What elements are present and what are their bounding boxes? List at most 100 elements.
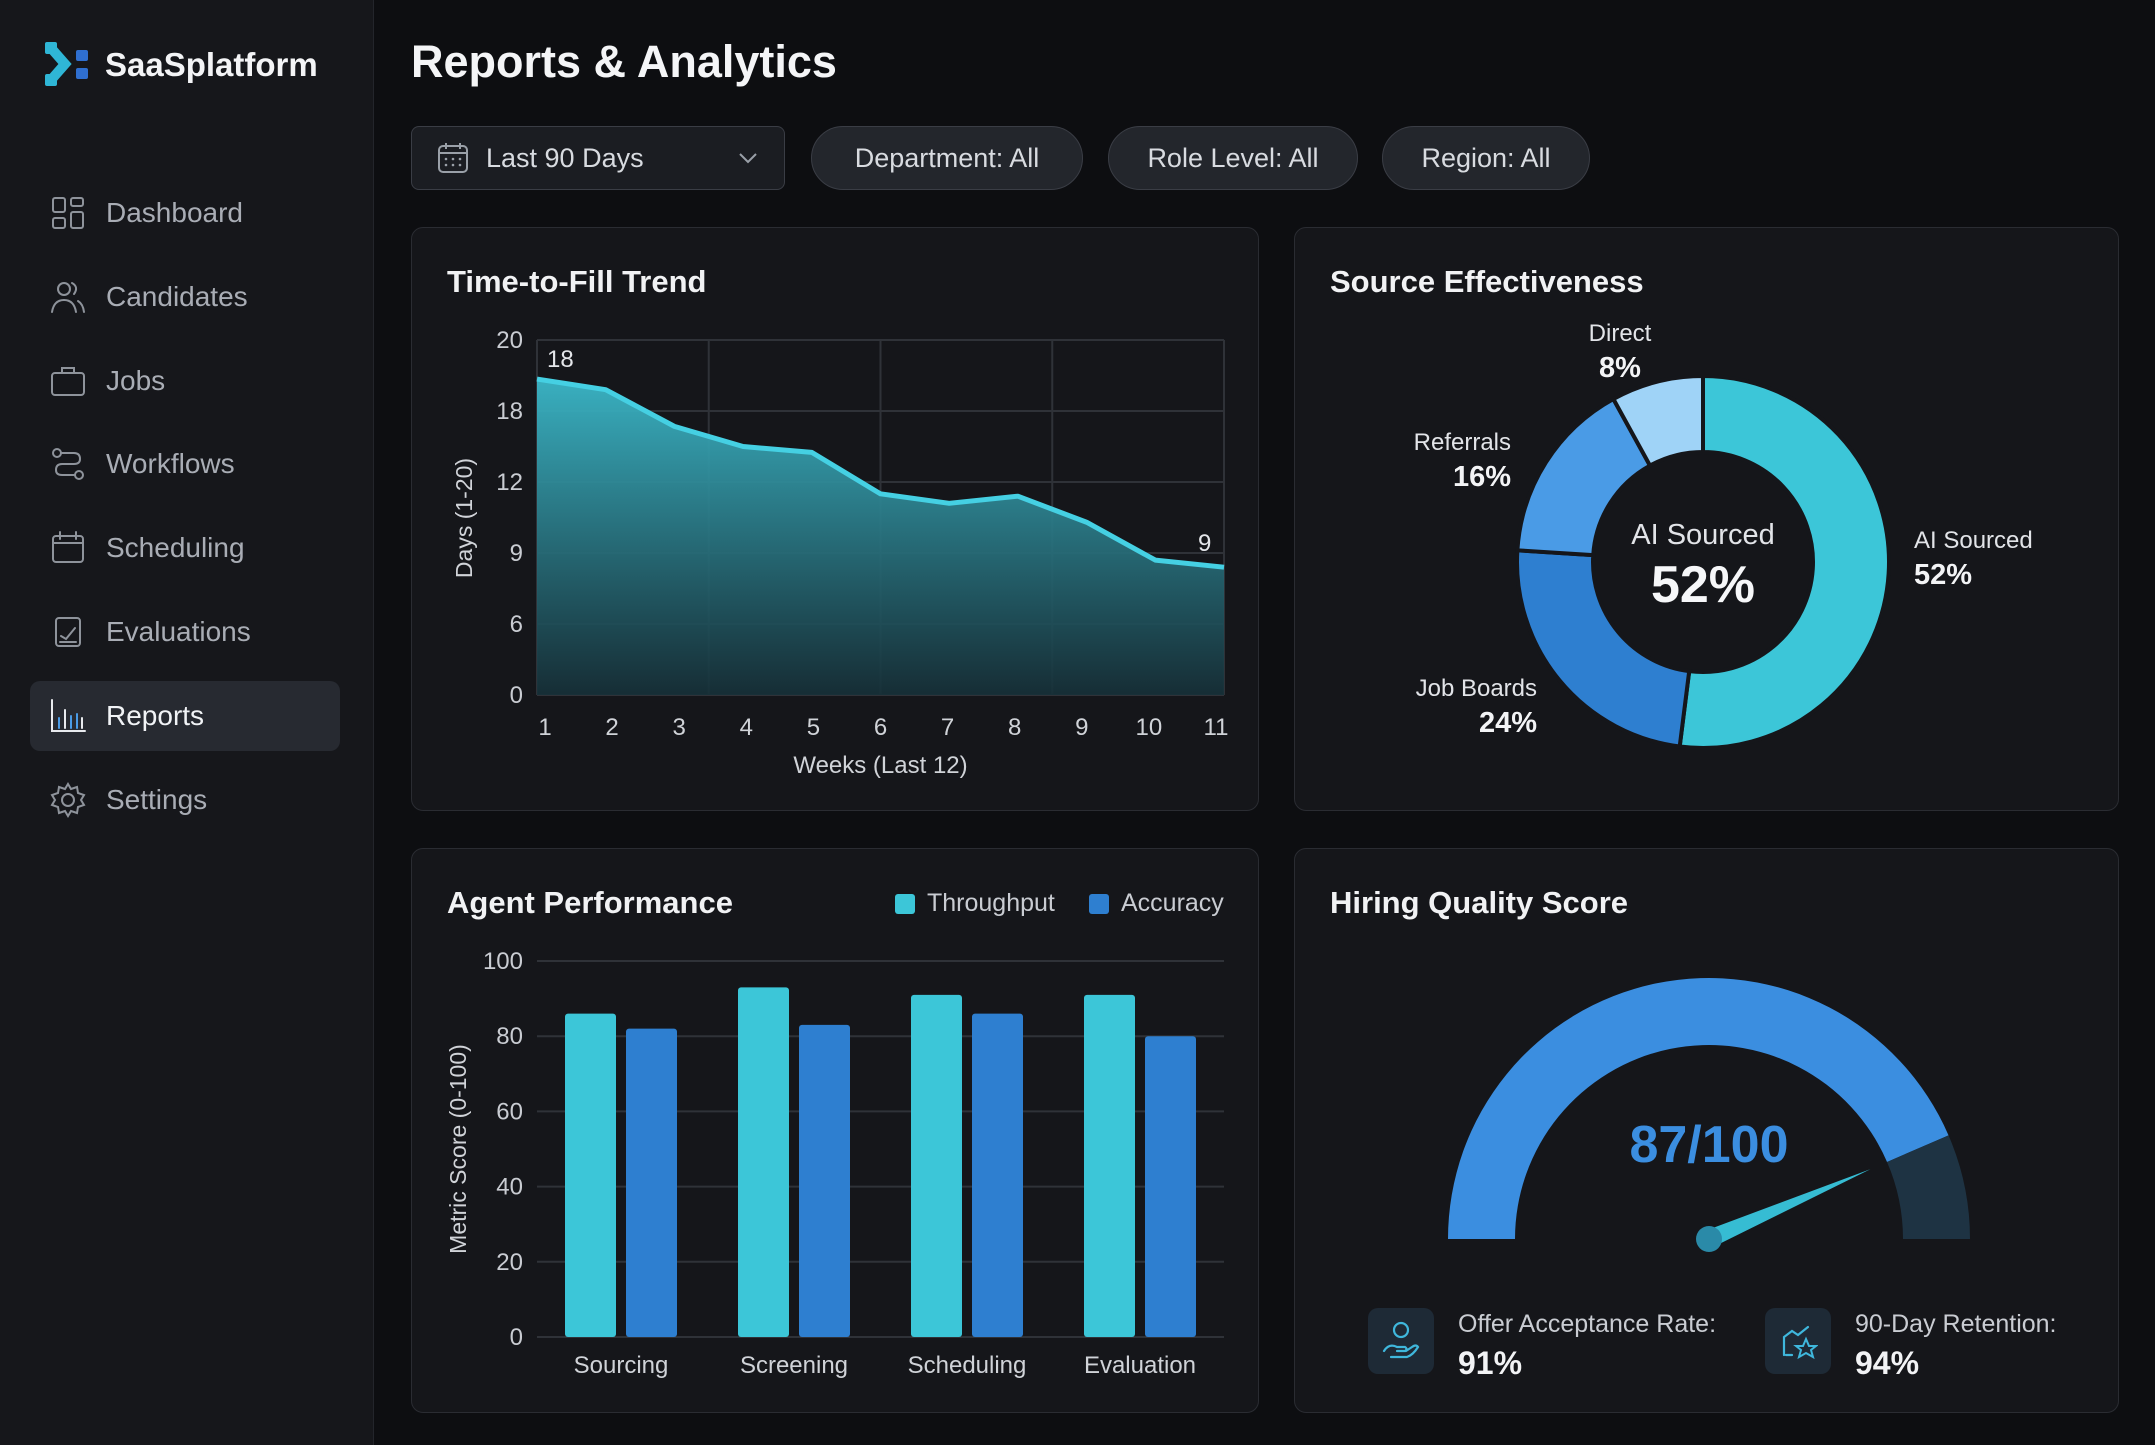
y-tick-label: 0 <box>510 682 523 709</box>
card-title: Agent Performance <box>447 885 733 920</box>
x-tick-label: Screening <box>740 1352 848 1379</box>
sidebar-item-workflows[interactable]: Workflows <box>30 429 340 499</box>
stat-label: Offer Acceptance Rate: <box>1458 1310 1717 1338</box>
retention-stat: 90-Day Retention: 94% <box>1765 1308 2057 1382</box>
sidebar-item-label: Candidates <box>106 281 248 312</box>
sidebar-item-label: Workflows <box>106 448 235 479</box>
area-fill <box>537 379 1224 695</box>
role-level-filter[interactable]: Role Level: All <box>1108 126 1358 190</box>
x-tick-label: Scheduling <box>908 1352 1027 1379</box>
slice-label: Direct <box>1589 320 1652 347</box>
bar-throughput <box>738 987 789 1337</box>
source-donut-chart: AI Sourced 52% Job Boards 24% Referrals 16% Di… <box>1414 320 2033 750</box>
data-label: 18 <box>547 346 574 373</box>
time-to-fill-card: Time-to-Fill Trend 20 18 12 9 6 0 1 2 3 4 5 6 7 8 9 10 1… <box>411 227 1259 811</box>
department-filter[interactable]: Department: All <box>811 126 1083 190</box>
slice-label: Referrals <box>1414 429 1511 456</box>
users-icon <box>48 279 88 315</box>
x-tick-label: Sourcing <box>574 1352 669 1379</box>
y-tick-label: 40 <box>496 1174 523 1201</box>
y-axis-label: Days (1-20) <box>451 458 477 578</box>
slice-value: 52% <box>1914 559 1972 591</box>
legend-swatch <box>895 893 915 914</box>
donut-slice-ai-sourced <box>1677 373 1892 750</box>
x-tick-label: 10 <box>1136 714 1163 741</box>
gear-icon <box>48 782 88 818</box>
y-tick-label: 0 <box>510 1324 523 1351</box>
x-tick-label: 5 <box>807 714 820 741</box>
date-range-value: Last 90 Days <box>486 142 644 173</box>
donut-slice-job-boards <box>1515 548 1692 749</box>
bar-throughput <box>1084 994 1135 1337</box>
date-range-dropdown[interactable]: Last 90 Days <box>411 126 785 190</box>
briefcase-icon <box>48 363 88 399</box>
x-tick-label: 8 <box>1008 714 1021 741</box>
sidebar-item-label: Evaluations <box>106 616 251 647</box>
x-tick-label: 4 <box>740 714 753 741</box>
stat-label: 90-Day Retention: <box>1855 1310 2057 1338</box>
legend-swatch <box>1089 893 1109 914</box>
card-title: Time-to-Fill Trend <box>447 264 707 299</box>
sidebar-item-label: Dashboard <box>106 197 243 228</box>
slice-label: Job Boards <box>1416 675 1537 702</box>
workflow-icon <box>48 446 88 482</box>
y-axis-label: Metric Score (0-100) <box>445 1044 471 1254</box>
sidebar-item-label: Scheduling <box>106 532 245 563</box>
slice-value: 16% <box>1453 461 1511 493</box>
legend-label: Accuracy <box>1121 889 1224 917</box>
stat-value: 94% <box>1855 1345 1920 1381</box>
gauge-score: 87/100 <box>1629 1116 1788 1174</box>
card-title: Hiring Quality Score <box>1330 885 1629 920</box>
slice-value: 24% <box>1479 707 1537 739</box>
y-tick-label: 80 <box>496 1023 523 1050</box>
agent-performance-chart: 0 20 40 60 80 100 Sourcing Screening Scheduling E… <box>445 948 1224 1379</box>
bar-throughput <box>565 1013 616 1337</box>
x-tick-label: 2 <box>605 714 618 741</box>
stat-value: 91% <box>1458 1345 1523 1381</box>
y-tick-label: 60 <box>496 1098 523 1125</box>
slice-label: AI Sourced <box>1914 527 2033 554</box>
sidebar-item-evaluations[interactable]: Evaluations <box>30 597 340 667</box>
gauge-needle-hub <box>1696 1226 1722 1252</box>
sidebar-item-label: Reports <box>106 700 205 731</box>
calendar-icon <box>438 143 468 173</box>
legend-label: Throughput <box>927 889 1055 917</box>
y-tick-label: 20 <box>496 327 523 354</box>
legend-throughput: Throughput <box>895 889 1055 918</box>
center-label: AI Sourced <box>1631 519 1774 551</box>
bar-accuracy <box>626 1028 677 1337</box>
brand[interactable]: SaaSplatform <box>45 42 318 88</box>
sidebar-item-candidates[interactable]: Candidates <box>30 262 340 332</box>
x-tick-label: 3 <box>673 714 686 741</box>
x-tick-label: 6 <box>874 714 887 741</box>
retention-star-icon <box>1765 1308 1831 1374</box>
center-value: 52% <box>1651 556 1755 614</box>
dashboard-icon <box>48 195 88 231</box>
sidebar-item-label: Jobs <box>106 365 166 396</box>
data-label: 9 <box>1198 530 1211 557</box>
legend-accuracy: Accuracy <box>1089 889 1224 918</box>
gauge-needle <box>1705 1169 1871 1248</box>
sidebar-item-jobs[interactable]: Jobs <box>30 346 340 416</box>
x-tick-label: 1 <box>538 714 551 741</box>
sidebar-item-reports[interactable]: Reports <box>30 681 340 751</box>
quality-gauge: 87/100 <box>1448 978 1970 1252</box>
region-filter[interactable]: Region: All <box>1382 126 1590 190</box>
bar-accuracy <box>1145 1036 1196 1337</box>
hiring-quality-card: Hiring Quality Score 87/100 Offer Accept… <box>1294 848 2119 1413</box>
sidebar-item-settings[interactable]: Settings <box>30 765 340 835</box>
y-tick-label: 9 <box>510 540 523 567</box>
y-tick-label: 20 <box>496 1249 523 1276</box>
x-axis-label: Weeks (Last 12) <box>793 752 967 779</box>
chevron-down-icon <box>739 153 757 164</box>
sidebar-item-scheduling[interactable]: Scheduling <box>30 513 340 583</box>
x-tick-label: 7 <box>941 714 954 741</box>
donut-slice-direct <box>1610 373 1705 469</box>
calendar-icon <box>48 530 88 566</box>
gauge-track <box>1887 1135 1970 1239</box>
gauge-fill <box>1448 978 1949 1239</box>
bar-accuracy <box>799 1024 850 1337</box>
sidebar-item-label: Settings <box>106 784 208 815</box>
sidebar-item-dashboard[interactable]: Dashboard <box>30 178 340 248</box>
y-tick-label: 6 <box>510 611 523 638</box>
